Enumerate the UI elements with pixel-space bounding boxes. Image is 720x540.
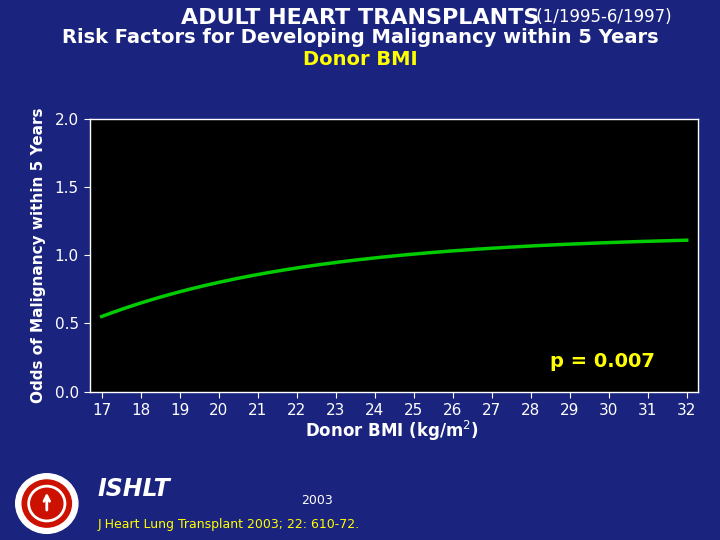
Text: (1/1995-6/1997): (1/1995-6/1997) — [531, 8, 672, 26]
Circle shape — [22, 480, 71, 527]
Y-axis label: Odds of Malignancy within 5 Years: Odds of Malignancy within 5 Years — [32, 107, 46, 403]
Text: J Heart Lung Transplant 2003; 22: 610-72.: J Heart Lung Transplant 2003; 22: 610-72… — [97, 518, 359, 531]
Text: Donor BMI (kg/m$^2$): Donor BMI (kg/m$^2$) — [305, 418, 480, 443]
Circle shape — [16, 474, 78, 534]
Text: Donor BMI: Donor BMI — [302, 50, 418, 69]
Text: ADULT HEART TRANSPLANTS: ADULT HEART TRANSPLANTS — [181, 8, 539, 28]
Text: 2003: 2003 — [301, 494, 333, 507]
Text: ISHLT: ISHLT — [97, 477, 170, 501]
Text: Risk Factors for Developing Malignancy within 5 Years: Risk Factors for Developing Malignancy w… — [62, 28, 658, 47]
Text: p = 0.007: p = 0.007 — [550, 352, 655, 371]
